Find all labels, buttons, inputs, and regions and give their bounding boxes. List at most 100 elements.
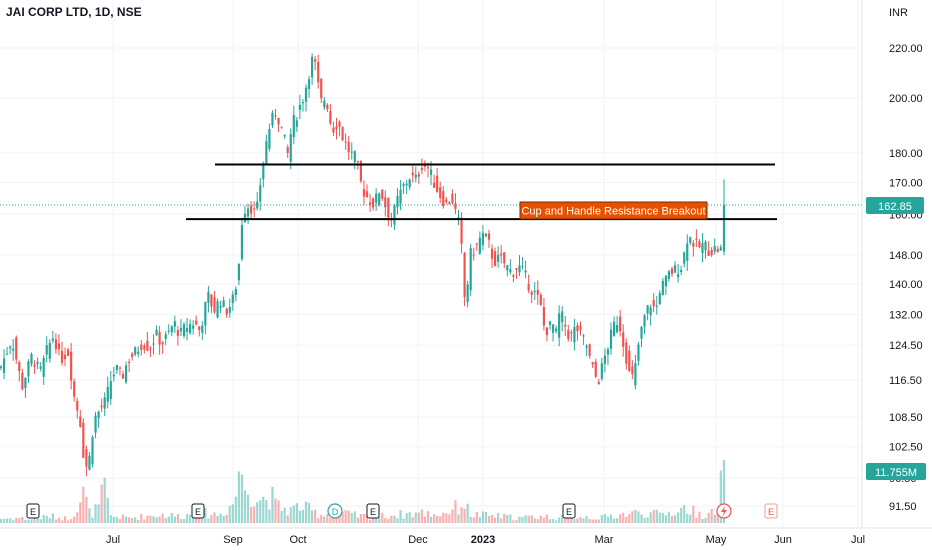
volume-bar bbox=[539, 515, 542, 523]
candle-body bbox=[600, 363, 603, 379]
volume-bar bbox=[79, 502, 82, 523]
earnings-badge bbox=[26, 503, 40, 519]
volume-bar bbox=[320, 514, 323, 523]
volume-bar bbox=[622, 512, 625, 523]
future-earnings-marker[interactable]: E bbox=[764, 503, 778, 519]
candle-body bbox=[463, 252, 466, 297]
volume-bar bbox=[21, 516, 24, 523]
candle-body bbox=[91, 437, 94, 465]
candle-body bbox=[182, 324, 186, 336]
candle-body bbox=[97, 411, 100, 419]
volume-bar bbox=[323, 516, 326, 523]
volume-bar bbox=[176, 514, 179, 523]
candle-body bbox=[304, 87, 308, 102]
earnings-marker[interactable]: E bbox=[366, 503, 380, 519]
candle-body bbox=[362, 189, 366, 197]
candle-body bbox=[442, 191, 445, 207]
candle-body bbox=[612, 321, 616, 336]
candle-body bbox=[704, 241, 707, 251]
volume-bar bbox=[189, 514, 192, 523]
candle-body bbox=[530, 291, 533, 296]
candle-body bbox=[274, 115, 277, 117]
x-tick-label: Jun bbox=[774, 534, 792, 546]
volume-bar bbox=[475, 512, 478, 523]
candle-body bbox=[289, 134, 292, 162]
volume-bar bbox=[45, 515, 48, 523]
candle-body bbox=[515, 268, 518, 270]
volume-bar bbox=[73, 516, 76, 523]
earnings-marker[interactable]: E bbox=[26, 503, 40, 519]
candle-body bbox=[335, 126, 338, 130]
dividend-marker[interactable]: D bbox=[327, 503, 343, 519]
candle-body bbox=[198, 326, 201, 330]
candle-body bbox=[518, 265, 521, 273]
volume-bar bbox=[179, 519, 183, 523]
volume-bar bbox=[137, 519, 140, 523]
earnings-badge bbox=[366, 503, 380, 519]
candle-body bbox=[33, 364, 36, 367]
volume-bar bbox=[609, 514, 613, 523]
earnings-badge bbox=[191, 503, 205, 519]
volume-bar bbox=[378, 516, 381, 523]
last-price-tag: 162.85 bbox=[866, 197, 924, 214]
candle-body bbox=[170, 326, 173, 333]
y-tick-label: 200.00 bbox=[889, 93, 923, 105]
volume-bar bbox=[573, 519, 576, 523]
volume-bar bbox=[518, 516, 521, 523]
candle-body bbox=[234, 289, 237, 295]
candle-body bbox=[73, 381, 76, 397]
earnings-marker[interactable]: E bbox=[191, 503, 205, 519]
candle-body bbox=[207, 291, 210, 303]
volume-bar bbox=[439, 516, 442, 523]
lightning-icon bbox=[721, 506, 727, 517]
volume-bar bbox=[619, 514, 622, 523]
x-tick-label: May bbox=[706, 534, 727, 546]
volume-bar bbox=[701, 518, 704, 523]
candle-body bbox=[82, 422, 85, 459]
volume-bar bbox=[442, 512, 445, 523]
x-tick-label: Dec bbox=[408, 534, 428, 546]
last-price-label: 162.85 bbox=[878, 201, 912, 213]
volume-bar bbox=[317, 518, 320, 523]
candle-body bbox=[646, 305, 649, 314]
lightning-marker[interactable] bbox=[716, 503, 732, 519]
volume-bar bbox=[9, 518, 12, 523]
candle-body bbox=[356, 161, 359, 163]
candle-body bbox=[298, 104, 301, 110]
volume-bar bbox=[686, 513, 689, 523]
candle-body bbox=[506, 265, 509, 271]
volume-bar bbox=[631, 511, 634, 523]
volume-bar bbox=[54, 519, 57, 523]
x-tick-label: Oct bbox=[289, 534, 306, 546]
volume-bar bbox=[152, 516, 155, 523]
volume-bar bbox=[640, 514, 643, 523]
volume-bar bbox=[655, 509, 658, 523]
volume-bar bbox=[192, 516, 195, 523]
volume-bar bbox=[542, 517, 545, 523]
volume-bar bbox=[134, 517, 137, 523]
volume-bar bbox=[680, 507, 683, 523]
volume-bar bbox=[399, 510, 402, 523]
earnings-marker[interactable]: E bbox=[562, 503, 576, 519]
candle-body bbox=[439, 187, 442, 199]
volume-bar bbox=[503, 513, 506, 523]
volume-bar bbox=[195, 518, 198, 523]
volume-bar bbox=[524, 515, 527, 523]
volume-bar bbox=[112, 516, 115, 523]
candle-body bbox=[280, 126, 283, 128]
candle-body bbox=[628, 350, 631, 372]
candle-body bbox=[545, 327, 549, 336]
volume-bar bbox=[143, 519, 146, 523]
candle-body bbox=[134, 347, 137, 355]
volume-bar bbox=[433, 514, 436, 523]
candle-body bbox=[307, 79, 311, 90]
candle-body bbox=[567, 330, 570, 339]
volume-bar bbox=[326, 513, 329, 523]
last-price-box bbox=[866, 197, 924, 214]
candle-body bbox=[500, 253, 503, 256]
volume-bar bbox=[509, 514, 512, 523]
candle-body bbox=[140, 344, 143, 350]
marker-letter: E bbox=[370, 507, 376, 517]
